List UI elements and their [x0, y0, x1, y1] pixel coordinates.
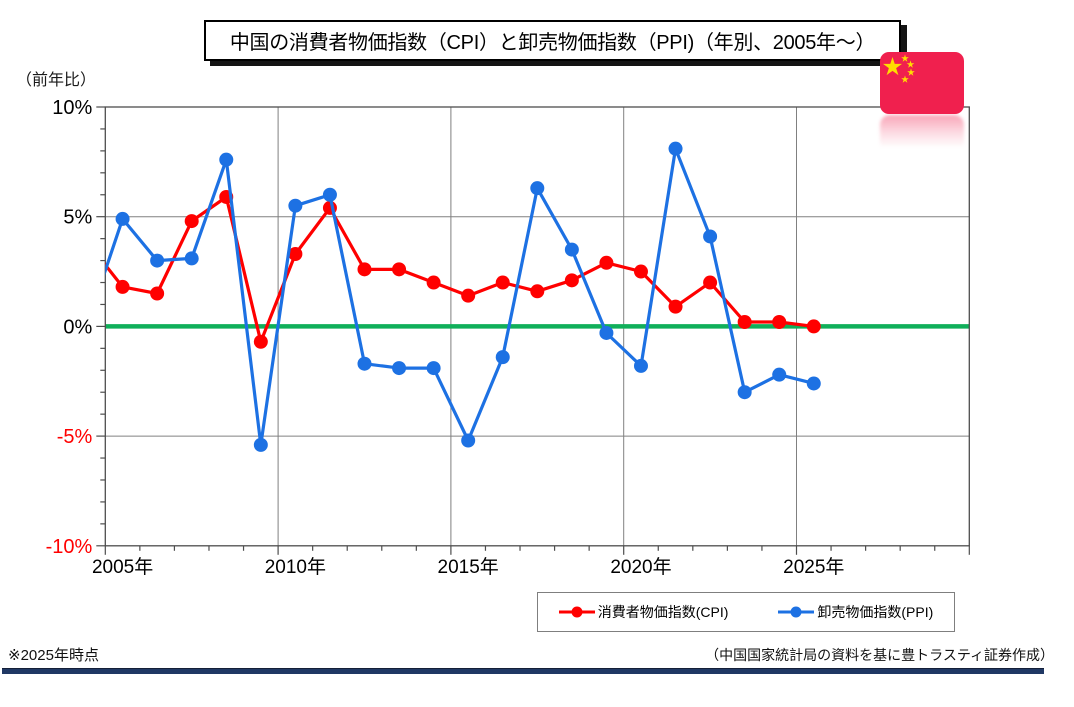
chart-legend: 消費者物価指数(CPI) 卸売物価指数(PPI) [537, 592, 955, 632]
series-ppi-marker [772, 367, 787, 382]
svg-text:10%: 10% [52, 97, 92, 119]
series-ppi-marker [461, 433, 476, 448]
series-ppi-marker [668, 141, 683, 156]
series-cpi-marker [530, 284, 545, 299]
chart-title-box: 中国の消費者物価指数（CPI）と卸売物価指数（PPI)（年別、2005年～） [204, 20, 901, 61]
svg-text:2020年: 2020年 [610, 556, 671, 578]
svg-text:5%: 5% [63, 207, 92, 229]
series-cpi-marker [288, 246, 303, 261]
legend-item-cpi: 消費者物価指数(CPI) [558, 602, 729, 622]
legend-label-ppi: 卸売物価指数(PPI) [817, 604, 934, 620]
series-ppi-marker [703, 229, 718, 244]
svg-text:2015年: 2015年 [438, 556, 499, 578]
china-flag-reflection [880, 115, 964, 157]
flag-star [882, 57, 903, 76]
cpi-line-marker-icon [558, 606, 595, 618]
china-flag-icon [880, 52, 964, 114]
svg-text:-5%: -5% [57, 426, 93, 448]
series-ppi-marker [633, 358, 648, 373]
series-ppi-marker [357, 356, 372, 371]
series-cpi-marker [772, 315, 787, 330]
chart-title: 中国の消費者物価指数（CPI）と卸売物価指数（PPI)（年別、2005年～） [229, 32, 876, 54]
ppi-line-marker-icon [778, 606, 815, 618]
series-ppi-marker [495, 350, 510, 365]
flag-star [906, 60, 915, 68]
y-axis-unit-label: （前年比） [16, 72, 97, 89]
series-ppi-marker [115, 211, 130, 226]
series-cpi-marker [150, 286, 165, 301]
series-ppi-marker [426, 361, 441, 376]
svg-text:0%: 0% [63, 316, 92, 338]
series-cpi-marker [115, 279, 130, 294]
flag-star [901, 75, 909, 83]
series-cpi-marker [633, 264, 648, 279]
series-ppi-marker [253, 437, 268, 452]
svg-text:2025年: 2025年 [783, 556, 844, 578]
flag-star [901, 54, 909, 62]
source-credit: （中国国家統計局の資料を基に豊トラスティ証券作成） [705, 647, 1054, 663]
y-axis-labels: 10% 5% 0% -5% -10% [46, 97, 93, 558]
series-ppi-marker [737, 385, 752, 400]
series-ppi-marker [564, 242, 579, 257]
series-cpi-marker [599, 255, 614, 270]
series-cpi-marker [737, 315, 752, 330]
flag-star [907, 68, 915, 76]
series-ppi [105, 141, 821, 452]
series-ppi-marker [288, 198, 303, 213]
series-ppi-marker [392, 361, 407, 376]
series-cpi-marker [806, 319, 821, 334]
series-ppi-marker [599, 325, 614, 340]
svg-text:2010年: 2010年 [265, 556, 326, 578]
series-cpi-marker [357, 262, 372, 277]
series-cpi-marker [495, 275, 510, 290]
legend-label-cpi: 消費者物価指数(CPI) [597, 604, 729, 620]
series-cpi-marker [703, 275, 718, 290]
series-cpi-marker [184, 214, 199, 229]
x-axis-labels: 2005年 2010年 2015年 2020年 2025年 [92, 556, 844, 578]
series-ppi-marker [806, 376, 821, 391]
footer-divider [2, 668, 1044, 674]
series-ppi-marker [322, 187, 337, 202]
svg-text:2005年: 2005年 [92, 556, 153, 578]
footnote-asof: ※2025年時点 [8, 647, 99, 664]
series-ppi-marker [530, 181, 545, 196]
svg-text:-10%: -10% [46, 536, 93, 558]
horizontal-gridlines [105, 216, 970, 437]
legend-item-ppi: 卸売物価指数(PPI) [778, 602, 933, 622]
series-cpi-marker [461, 288, 476, 303]
series-cpi-marker [426, 275, 441, 290]
series-cpi-marker [564, 273, 579, 288]
series-ppi-marker [150, 253, 165, 268]
series-cpi-marker [668, 299, 683, 314]
axis-ticks [96, 106, 970, 555]
series-cpi-marker [253, 334, 268, 349]
series-ppi-line [105, 147, 815, 447]
series-cpi-marker [392, 262, 407, 277]
series-ppi-marker [219, 152, 234, 167]
series-ppi-marker [184, 251, 199, 266]
